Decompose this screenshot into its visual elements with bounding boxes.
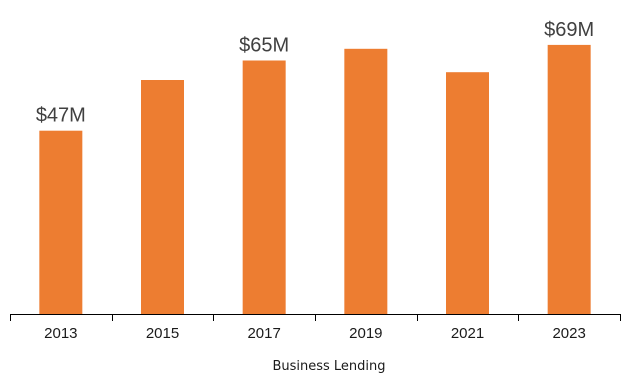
x-axis-title: Business Lending [272, 359, 385, 374]
x-tick-label-2019: 2019 [349, 325, 382, 342]
x-tick-label-2015: 2015 [146, 325, 179, 342]
bar-2019 [344, 48, 388, 315]
data-labels-group: $47M $65M $69M [36, 19, 594, 127]
bars-group [39, 44, 591, 315]
x-tick-label-2013: 2013 [44, 325, 77, 342]
bar-2017 [242, 60, 286, 314]
bar-2021 [446, 72, 489, 314]
bar-2015 [141, 80, 184, 314]
data-label-2017: $65M [239, 35, 289, 57]
x-axis-ticks-group [10, 314, 621, 321]
bar-2023 [547, 44, 591, 315]
data-label-2013: $47M [36, 105, 86, 127]
bar-2013 [39, 130, 83, 314]
data-label-2023: $69M [544, 19, 594, 41]
x-tick-labels-group: 2013 2015 2017 2019 2021 2023 [44, 325, 586, 342]
x-tick-label-2021: 2021 [451, 325, 484, 342]
x-tick-label-2017: 2017 [247, 325, 280, 342]
x-tick-label-2023: 2023 [552, 325, 585, 342]
